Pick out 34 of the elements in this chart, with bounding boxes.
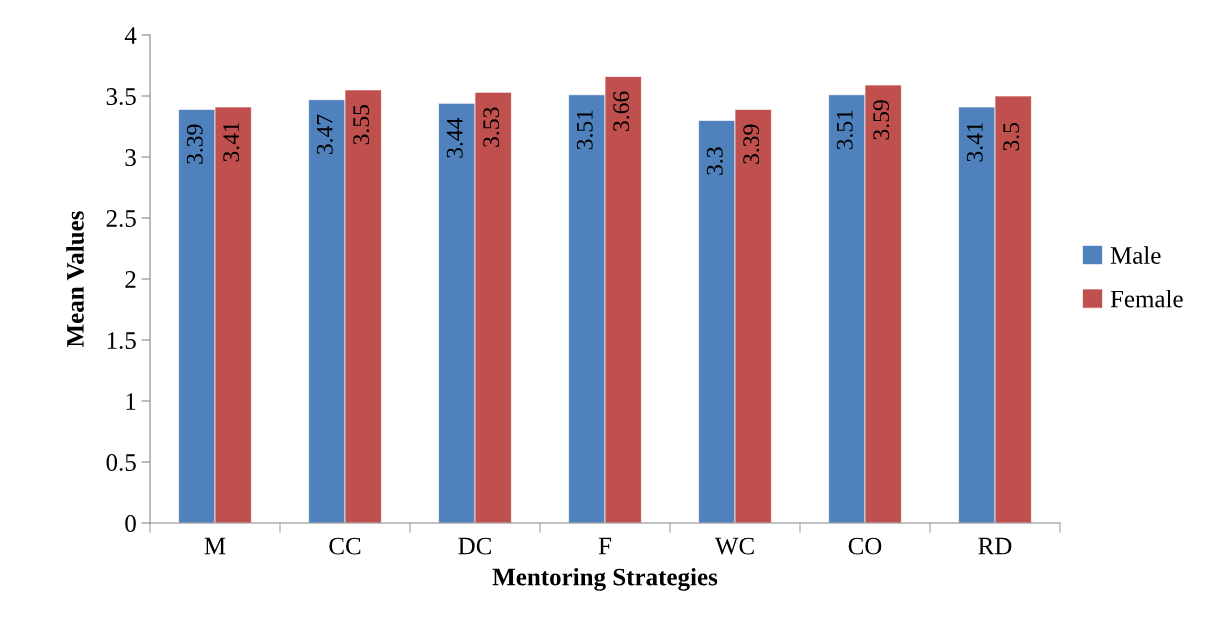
x-tick-label: DC [458, 537, 491, 555]
y-axis-title: Mean Values [66, 211, 84, 347]
data-label: 3.47 [316, 114, 333, 155]
x-tick-label: CO [848, 537, 882, 555]
data-label: 3.53 [483, 107, 500, 147]
y-tick-label: 4 [124, 27, 137, 44]
data-label: 3.51 [836, 110, 853, 150]
x-axis-title: Mentoring Strategies [492, 567, 718, 591]
y-tick-label: 2.5 [106, 210, 136, 228]
data-label: 3.44 [446, 117, 463, 158]
legend-label: Female [1110, 289, 1183, 308]
y-tick-label: 0 [125, 515, 136, 532]
x-tick-label: CC [329, 537, 361, 555]
data-label: 3.55 [353, 105, 370, 145]
y-tick-label: 3.5 [106, 88, 136, 106]
y-tick-label: 0.5 [106, 454, 136, 472]
y-tick-label: 3 [125, 149, 136, 166]
data-label: 3.3 [706, 147, 723, 175]
data-label: 3.51 [576, 110, 593, 150]
y-tick-label: 2 [125, 271, 136, 288]
x-tick-label: RD [978, 537, 1012, 555]
x-tick-label: M [204, 537, 226, 555]
y-tick-label: 1 [126, 393, 136, 410]
data-label: 3.39 [743, 124, 760, 164]
y-tick-label: 1.5 [107, 332, 136, 350]
data-label: 3.59 [873, 100, 890, 140]
legend-label: Male [1110, 246, 1161, 264]
data-label: 3.41 [223, 122, 240, 162]
x-tick-label: F [598, 537, 612, 555]
data-label: 3.66 [613, 91, 630, 131]
data-label: 3.39 [186, 124, 203, 164]
x-tick-label: WC [714, 537, 754, 555]
data-label: 3.41 [966, 122, 983, 162]
data-label: 3.5 [1003, 122, 1020, 151]
